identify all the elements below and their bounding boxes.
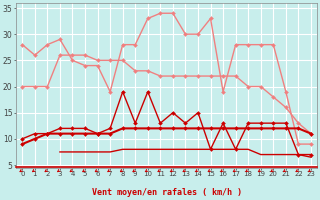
- X-axis label: Vent moyen/en rafales ( km/h ): Vent moyen/en rafales ( km/h ): [92, 188, 242, 197]
